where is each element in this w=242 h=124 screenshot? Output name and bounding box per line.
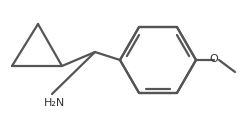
- Text: H₂N: H₂N: [44, 98, 65, 108]
- Text: O: O: [210, 54, 218, 64]
